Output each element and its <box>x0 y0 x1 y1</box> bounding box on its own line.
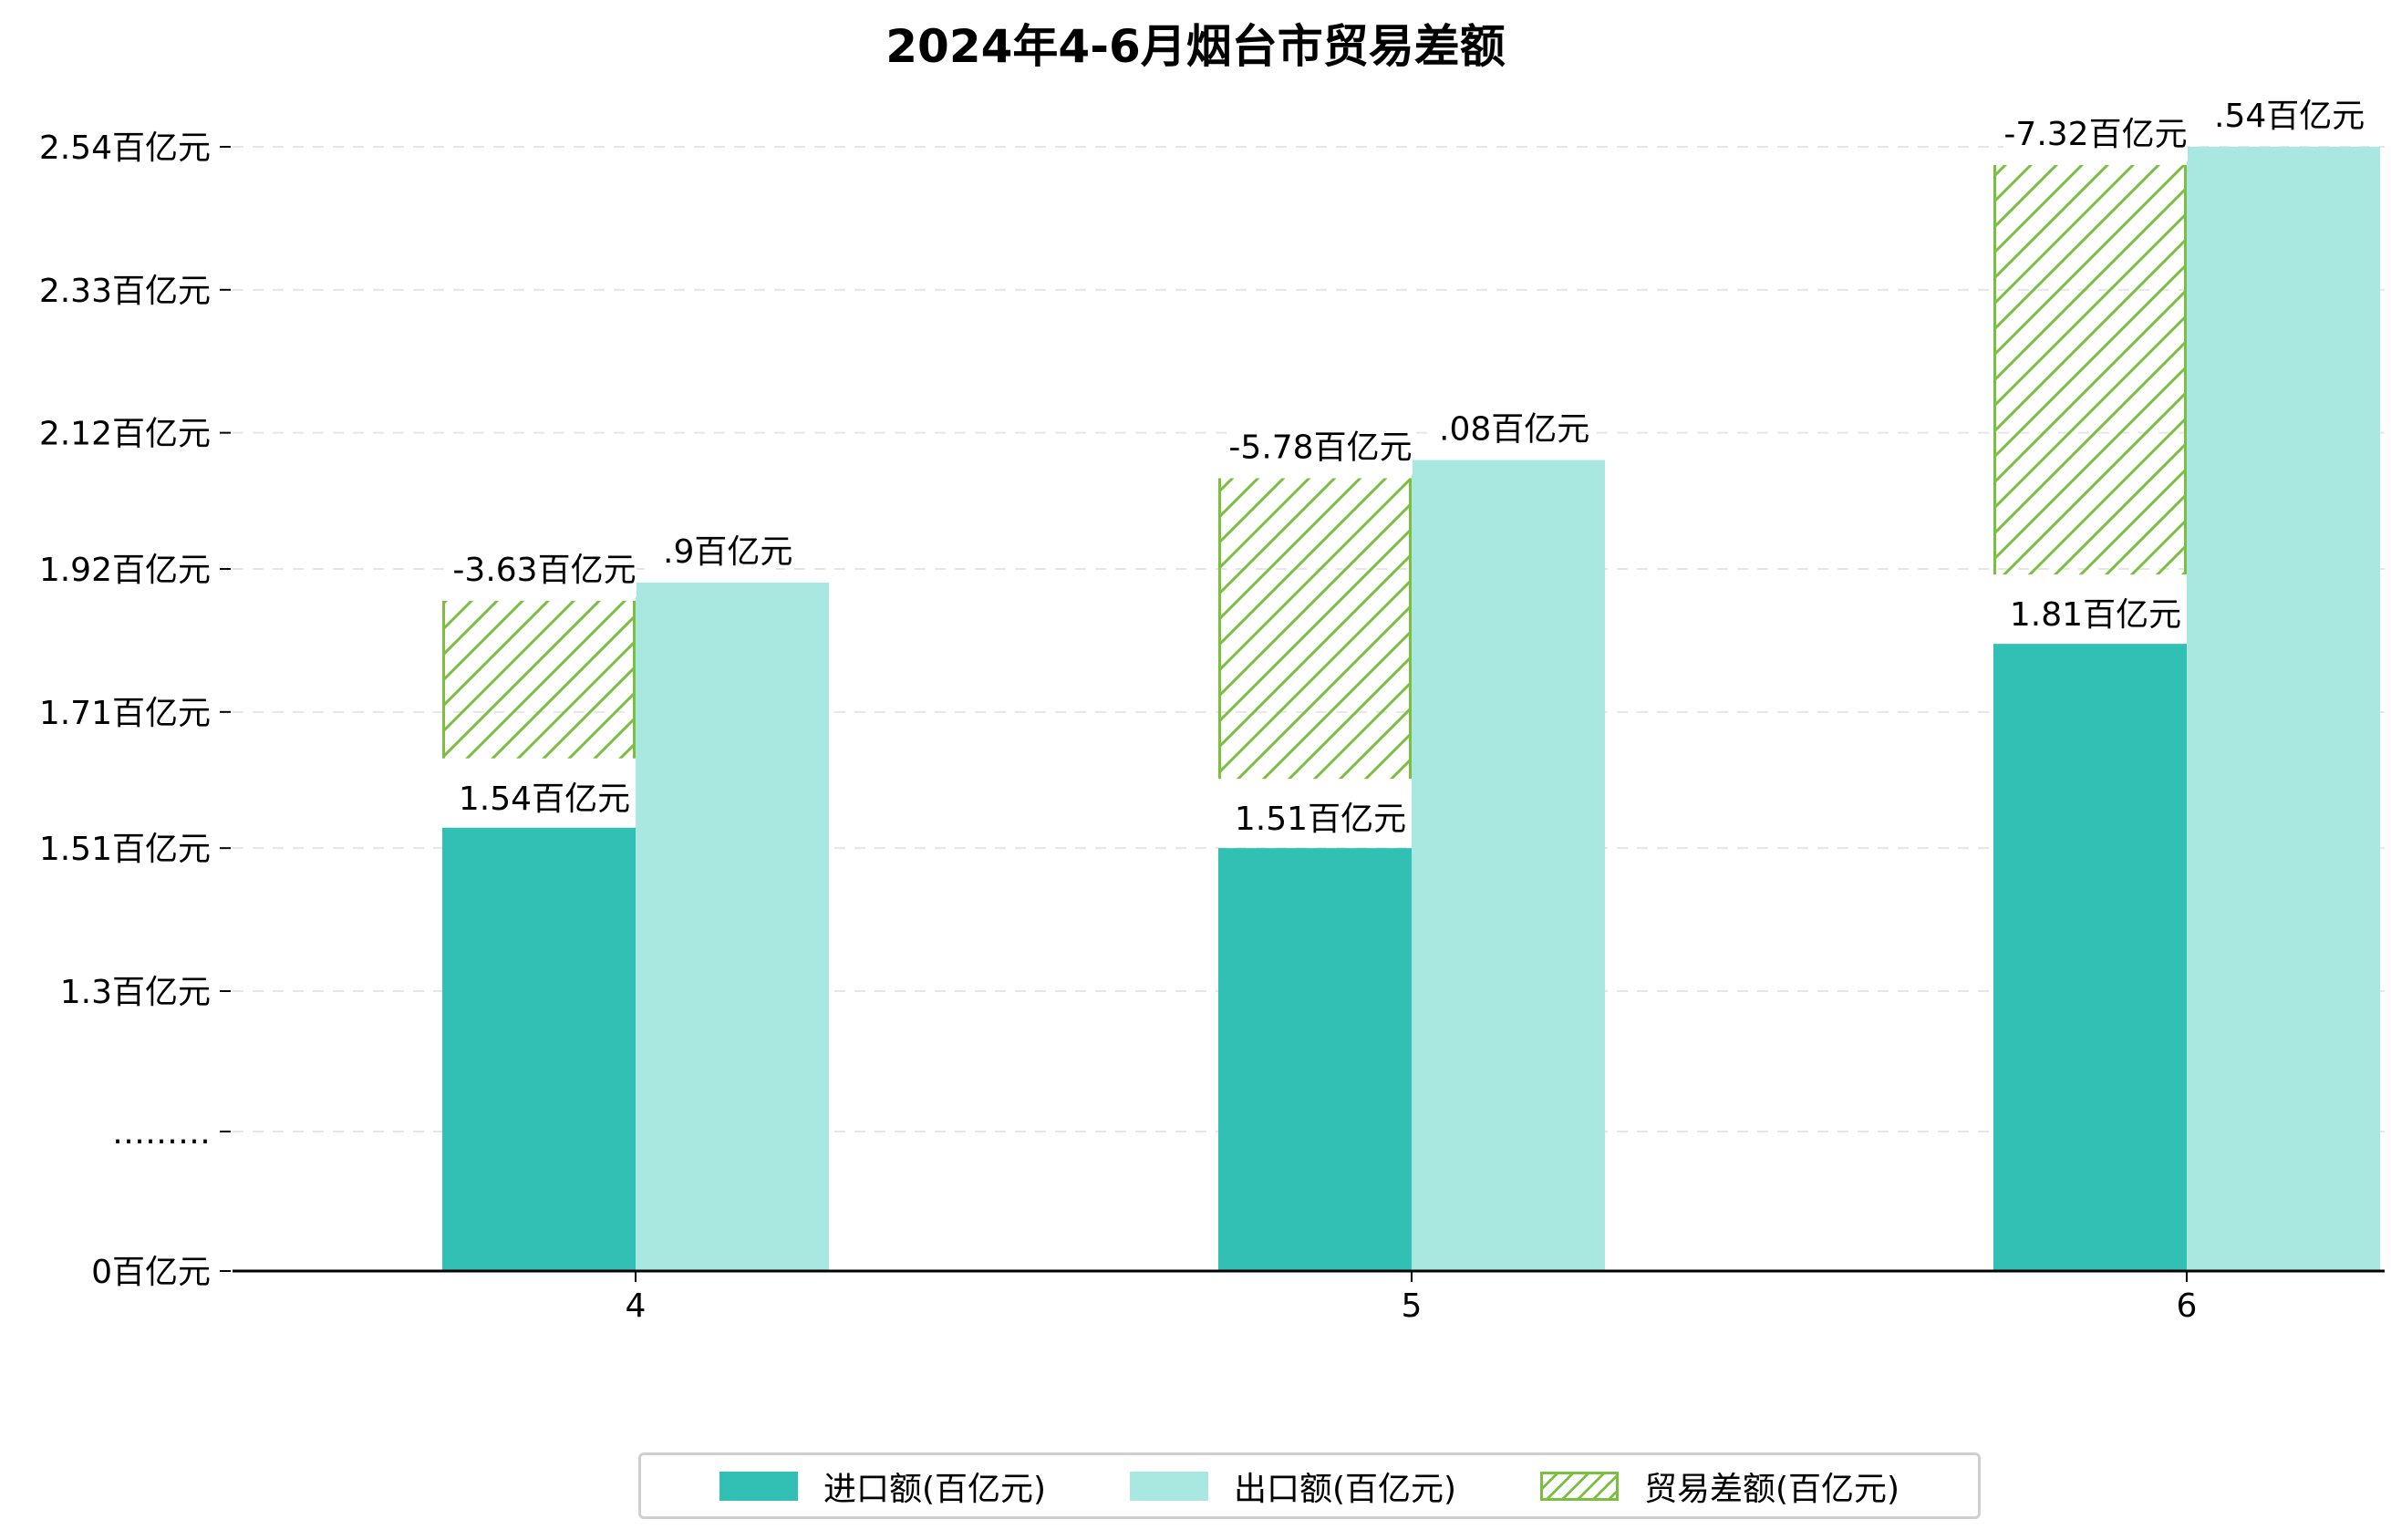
balance-value-label: -3.63百亿元 <box>452 552 636 589</box>
x-tick-label: 4 <box>626 1287 647 1325</box>
import-value-label-bg <box>462 769 626 826</box>
y-tick-label: 2.54百亿元 <box>39 129 211 167</box>
y-tick-label: 1.3百亿元 <box>60 974 211 1011</box>
bar-balance-edge <box>442 600 636 759</box>
bar-balance <box>443 600 635 759</box>
bar-import <box>442 827 636 1271</box>
legend-item-export: 出口额(百亿元) <box>1129 1462 1457 1510</box>
legend-item-balance: 贸易差额(百亿元) <box>1539 1462 1900 1510</box>
export-value-label: .9百亿元 <box>663 533 792 571</box>
export-value-label-bg <box>1428 399 1572 457</box>
balance-value-label-bg <box>2003 105 2188 161</box>
bar-balance-edge <box>1993 165 2187 575</box>
legend-item-import: 进口额(百亿元) <box>719 1462 1046 1510</box>
export-value-label-bg <box>652 522 776 579</box>
legend-label-balance: 贸易差额(百亿元) <box>1643 1470 1900 1508</box>
bar-export <box>1412 460 1605 1272</box>
import-value-label: 1.54百亿元 <box>459 780 630 818</box>
balance-value-label: -7.32百亿元 <box>2003 116 2187 153</box>
import-value-label-bg <box>1238 790 1403 847</box>
legend-swatch-balance <box>1539 1471 1619 1501</box>
legend-swatch-export <box>1129 1471 1208 1501</box>
bar-import <box>1218 848 1412 1271</box>
x-tick-label: 6 <box>2177 1287 2198 1325</box>
bar-balance <box>1994 165 2186 575</box>
y-tick-label: 1.51百亿元 <box>39 831 211 868</box>
y-axis: 0百亿元 1.3百亿元 1.51百亿元 1.71百亿元 1.92百亿元 2.12百亿元 2.… <box>39 129 231 1291</box>
bar-import <box>1993 644 2187 1271</box>
y-axis-break-label: ……… <box>112 1114 211 1152</box>
y-tick-label: 2.33百亿元 <box>39 273 211 310</box>
balance-value-label-bg <box>452 540 637 597</box>
balance-value-label: -5.78百亿元 <box>1228 429 1412 467</box>
legend-swatch-import <box>719 1471 798 1501</box>
legend-label-import: 进口额(百亿元) <box>823 1470 1047 1508</box>
legend: 进口额(百亿元) 出口额(百亿元) 贸易差额(百亿元) <box>638 1452 1981 1519</box>
bar-balance <box>1219 478 1411 780</box>
y-tick-label: 1.71百亿元 <box>39 695 211 732</box>
x-axis: 4 5 6 <box>233 1269 2385 1325</box>
bar-export <box>2187 147 2380 1271</box>
bar-export <box>636 582 829 1271</box>
y-tick-label: 0百亿元 <box>91 1254 211 1291</box>
y-tick-label: 1.92百亿元 <box>39 552 211 589</box>
chart-title: 2024年4-6月烟台市贸易差额 <box>885 20 1506 73</box>
import-value-label-bg <box>2013 585 2178 643</box>
bar-balance-edge <box>1218 478 1412 780</box>
import-value-label: 1.51百亿元 <box>1235 801 1406 838</box>
bars: -3.63百亿元 .9百亿元 1.54百亿元 -5.78百亿元 .08百亿元 1.51百亿… <box>442 87 2380 1272</box>
import-value-label: 1.81百亿元 <box>2010 596 2181 634</box>
export-value-label-bg <box>2203 87 2347 143</box>
legend-label-export: 出口额(百亿元) <box>1233 1470 1457 1508</box>
export-value-label: .08百亿元 <box>1439 411 1589 449</box>
x-tick-label: 5 <box>1402 1287 1423 1325</box>
y-tick-label: 2.12百亿元 <box>39 416 211 453</box>
balance-value-label-bg <box>1228 418 1413 475</box>
export-value-label: .54百亿元 <box>2214 98 2365 135</box>
